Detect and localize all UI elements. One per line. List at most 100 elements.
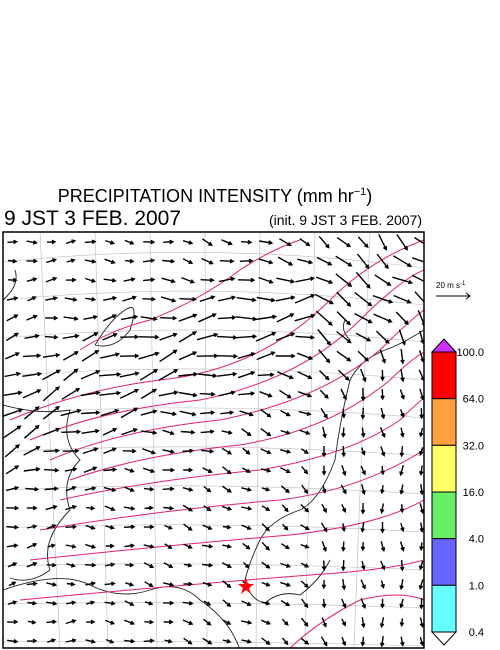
wind-arrow [158,390,179,397]
wind-arrow [241,467,251,473]
wind-arrow [26,581,38,587]
wind-arrow [354,312,373,324]
wind-arrow [103,486,117,492]
wind-arrow [180,430,196,435]
wind-arrow [183,543,193,549]
wind-arrow [26,524,38,529]
wind-arrow [104,258,116,264]
wind-arrow [261,619,272,625]
map-area [3,232,424,648]
wind-arrow [256,351,276,361]
wind-arrow [84,486,97,491]
wind-arrow [6,543,19,548]
wind-arrow [143,486,155,492]
wind-arrow [65,600,77,605]
wind-arrow [318,235,330,249]
wind-arrow [299,238,311,247]
wind-arrow [182,448,195,454]
wind-arrow [62,448,80,454]
wind-arrow [26,314,38,321]
wind-arrow [279,238,292,247]
wind-arrow [142,296,157,302]
wind-arrow [5,332,19,342]
wind-arrow [86,619,96,625]
wind-arrow [121,428,138,436]
wind-arrow [360,598,366,609]
wind-arrow [360,407,366,420]
wind-arrow [162,429,175,436]
wind-arrow [178,313,198,322]
wind-arrow [336,350,352,362]
wind-arrow [321,541,327,553]
wind-arrow [105,543,115,549]
wind-arrow [261,561,271,569]
wind-arrow [85,524,96,530]
wind-arrow [261,581,271,587]
wind-arrow [341,523,346,533]
wind-arrow [314,293,334,305]
wind-arrow [300,524,310,530]
wind-arrow [142,448,157,455]
wind-arrow [85,581,97,586]
wind-arrow [23,446,41,456]
wind-arrow [46,619,58,625]
wind-arrow [163,505,175,511]
wind-arrow [318,349,331,364]
title-text: PRECIPITATION INTENSITY (mm hr [58,186,354,206]
map-background [3,232,424,648]
wind-arrow [240,506,253,511]
wind-arrow [160,411,178,417]
wind-arrow [163,582,175,587]
vector-scale-text: 20 m s [436,281,460,290]
wind-arrow [321,560,327,572]
wind-arrow [123,506,136,511]
wind-arrow [42,369,61,381]
colorbar-label: 16.0 [463,487,484,499]
wind-arrow [26,505,38,511]
wind-arrow [400,348,405,365]
wind-arrow [319,370,330,381]
wind-arrow [341,427,346,438]
wind-arrow [198,313,217,323]
wind-arrow [239,410,254,417]
wind-arrow [7,239,19,245]
colorbar-label: 64.0 [463,394,484,406]
wind-arrow [199,295,216,302]
wind-arrow [418,427,424,438]
wind-arrow [298,410,312,416]
wind-arrow [338,369,350,381]
wind-arrow [183,637,193,645]
wind-arrow [44,334,59,340]
wind-arrow [182,487,194,492]
wind-arrow [281,504,289,513]
wind-arrow [419,542,424,552]
wind-arrow [122,295,138,302]
wind-arrow [105,619,116,625]
wind-arrow [280,581,292,587]
wind-arrow [296,352,314,360]
wind-arrow [103,314,118,322]
wind-arrow [143,524,155,530]
wind-arrow [65,524,78,530]
wind-arrow [261,487,271,492]
vector-scale-arrow [436,292,471,300]
wind-arrow [222,619,232,625]
wind-arrow [340,388,347,401]
wind-arrow [300,543,310,549]
wind-arrow [120,334,140,340]
wind-arrow [85,639,96,644]
wind-arrow [261,637,271,645]
wind-arrow [300,448,309,455]
wind-arrow [183,581,194,587]
wind-arrow [27,296,37,302]
wind-arrow [196,332,219,341]
wind-arrow [299,429,311,435]
wind-arrow [203,618,212,626]
wind-arrow [141,430,158,435]
wind-arrow [23,406,40,420]
wind-arrow [395,311,409,326]
wind-arrow [218,276,236,283]
wind-arrow [341,618,346,627]
wind-arrow [42,352,61,358]
wind-arrow [222,544,233,549]
